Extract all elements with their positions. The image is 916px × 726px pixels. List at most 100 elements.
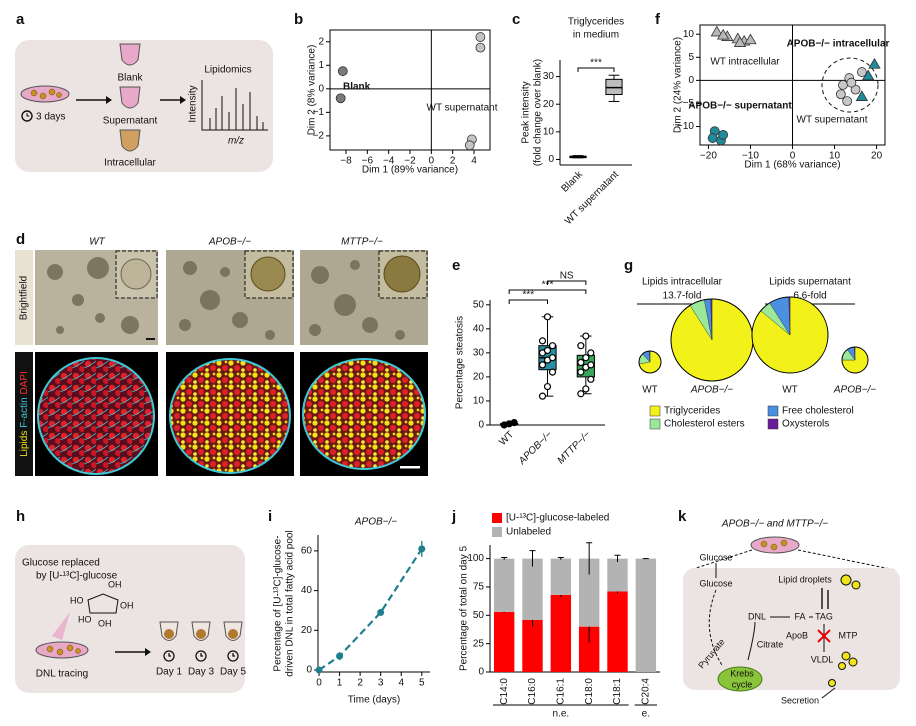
organoids (30, 88, 62, 100)
column-label: APOB−/− (208, 237, 251, 248)
bar-segment (607, 591, 628, 672)
pie-name: APOB−/− (690, 385, 733, 396)
bar-segment (522, 619, 543, 672)
y-tick-label: 100 (467, 553, 484, 564)
y-tick-label: 0 (688, 75, 694, 86)
label: Intensity (188, 85, 199, 122)
legend-label: Oxysterols (782, 419, 829, 430)
organoid-mttp (302, 358, 426, 470)
day-label: Day 5 (220, 667, 247, 678)
panel-letter: f (655, 11, 661, 28)
point (838, 80, 848, 90)
vldl-particles (828, 651, 858, 687)
legend-label: Free cholesterol (782, 406, 854, 417)
data-point (587, 375, 595, 383)
data-point (587, 361, 595, 369)
data-point (538, 361, 547, 369)
y-tick-label: 20 (301, 625, 313, 636)
label: MTP (839, 630, 858, 640)
x-tick-label: 0 (316, 678, 322, 689)
x-tick-label: 4 (471, 156, 477, 167)
x-tick-label: −8 (340, 156, 352, 167)
y-tick-label: 0 (548, 154, 554, 165)
y-axis-label: Percentage of total on day 5 (459, 546, 470, 672)
bar-segment (493, 558, 515, 612)
chart-title: in medium (573, 30, 619, 41)
point (868, 57, 881, 69)
x-tick-label: WT (497, 429, 516, 448)
x-tick-label: 1 (337, 678, 343, 689)
panel-d: WT APOB−/− MTTP−/− Brightfield Lipids F-… (15, 237, 428, 476)
x-tick-label: 20 (871, 151, 883, 162)
point (475, 42, 486, 53)
data-point (543, 346, 552, 355)
y-tick-label: 10 (473, 396, 485, 407)
label: 3 days (36, 112, 65, 123)
point (856, 67, 867, 77)
y-tick-label: 50 (473, 610, 485, 621)
x-tick-label: C18:1 (612, 678, 623, 705)
column-label: MTTP−/− (341, 237, 383, 248)
x-tick-label: 3 (378, 678, 384, 689)
column-label: WT (89, 237, 105, 248)
oh: OH (98, 618, 112, 628)
x-tick-label: C20:4 (640, 678, 651, 705)
legend-swatch (492, 513, 502, 523)
x-tick-label: Blank (560, 169, 586, 195)
y-tick-label: 10 (683, 29, 695, 40)
point (418, 545, 426, 553)
label: TAG (815, 611, 833, 621)
data-point (548, 354, 557, 362)
label: Glucose replaced (22, 558, 100, 569)
pie-name: APOB−/− (833, 385, 876, 396)
panel-letter: c (512, 11, 520, 28)
point (315, 666, 323, 674)
data-point (538, 392, 547, 400)
x-tick-label: C16:1 (555, 678, 566, 705)
y-tick-label: 5 (688, 52, 694, 63)
panel-letter: i (268, 508, 272, 525)
data-point (510, 418, 518, 427)
bar-segment (607, 558, 628, 592)
x-tick-label: C16:0 (527, 678, 538, 705)
point (707, 133, 718, 143)
label: DNL (748, 611, 766, 621)
label: Krebs (730, 668, 754, 678)
data-point (582, 385, 590, 393)
y-tick-label: 75 (473, 582, 485, 593)
y-tick-label: 30 (473, 348, 485, 359)
data-point (577, 390, 585, 398)
tube (119, 43, 141, 66)
chart-title: APOB−/− (354, 517, 397, 528)
point (716, 28, 730, 40)
sig-label: *** (590, 58, 602, 69)
sig-label: *** (542, 280, 554, 291)
label: FA (794, 611, 805, 621)
label: m/z (228, 136, 244, 147)
y-axis-label: Peak intensity (521, 81, 532, 143)
panel-letter: a (16, 11, 25, 28)
series-label: Blank (343, 82, 371, 93)
y-tick-label: 1 (318, 60, 324, 71)
panel-letter: j (451, 508, 456, 525)
label: Lipid droplets (778, 574, 832, 584)
sig-bracket (547, 280, 587, 285)
organoids (47, 257, 405, 340)
data-point (548, 368, 557, 376)
x-tick-label: −20 (700, 151, 717, 162)
point (842, 96, 853, 107)
tube (119, 129, 141, 152)
day-label: Day 3 (188, 667, 215, 678)
tubes (159, 621, 243, 641)
x-axis-label: Time (days) (348, 695, 400, 706)
pie-outline (841, 346, 869, 374)
x-tick-label: 4 (398, 678, 404, 689)
glucose-ring (87, 593, 119, 614)
cluster-outline (821, 57, 879, 113)
legend-swatch (492, 527, 502, 537)
x-tick-label: MTTP−/− (556, 429, 593, 466)
panel-letter: e (452, 257, 460, 274)
x-tick-label: 5 (419, 678, 425, 689)
y-tick-label: −10 (677, 121, 694, 132)
panel-letter: h (16, 508, 25, 525)
